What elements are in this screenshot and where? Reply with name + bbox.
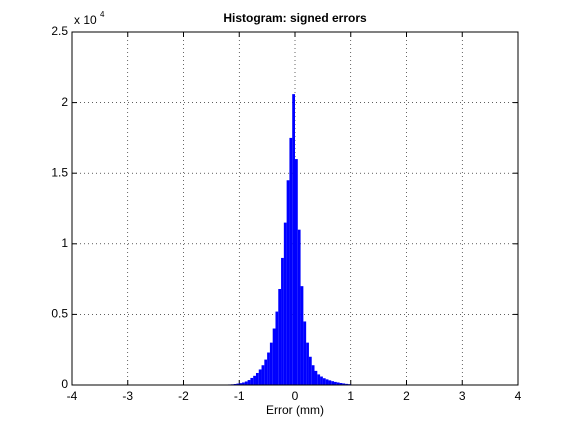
bar	[264, 359, 268, 385]
bar	[250, 377, 254, 385]
bar	[253, 375, 256, 385]
bar	[339, 383, 343, 385]
bar	[275, 311, 279, 385]
bar	[269, 342, 273, 385]
y-tick-label: 1.5	[51, 165, 68, 179]
bar	[244, 381, 248, 385]
bar	[283, 222, 287, 385]
y-tick-label: 0.5	[51, 307, 68, 321]
bar	[286, 180, 290, 385]
y-scale-exponent: 4	[100, 10, 105, 19]
bar	[314, 370, 318, 385]
bar	[236, 383, 240, 385]
bar	[303, 321, 307, 385]
bar	[247, 380, 251, 385]
x-tick-label: 2	[403, 389, 410, 403]
y-tick-label: 1	[61, 236, 68, 250]
bar	[322, 378, 326, 385]
bar	[336, 382, 340, 385]
bar	[278, 288, 282, 385]
y-scale-label: x 10	[74, 13, 97, 27]
bar	[242, 382, 245, 385]
x-tick-label: 0	[292, 389, 299, 403]
bar	[308, 356, 312, 385]
bar	[325, 379, 329, 385]
bar	[328, 380, 332, 385]
bar	[255, 372, 259, 385]
x-tick-label: -1	[234, 389, 245, 403]
x-tick-label: -3	[122, 389, 133, 403]
x-axis-label: Error (mm)	[266, 403, 324, 417]
bar	[267, 352, 270, 385]
y-tick-label: 2	[61, 95, 68, 109]
bar	[317, 374, 321, 385]
bar	[272, 328, 276, 385]
bar	[342, 383, 346, 385]
x-tick-label: -4	[67, 389, 78, 403]
y-tick-label: 0	[61, 377, 68, 391]
bar	[320, 376, 323, 385]
y-tick-label: 2.5	[51, 24, 68, 38]
bar	[311, 365, 315, 385]
bar	[331, 381, 335, 385]
bar	[300, 286, 304, 385]
bar	[239, 383, 243, 385]
bar	[292, 94, 295, 386]
bar	[258, 369, 262, 385]
x-tick-label: 1	[347, 389, 354, 403]
x-tick-label: -2	[178, 389, 189, 403]
x-tick-label: 3	[459, 389, 466, 403]
bar	[345, 383, 348, 385]
bar	[295, 159, 298, 385]
x-tick-label: 4	[515, 389, 522, 403]
bar	[289, 137, 293, 385]
bar	[306, 342, 309, 385]
bar	[297, 229, 301, 385]
bar	[261, 365, 265, 385]
bar	[281, 257, 284, 385]
bar	[334, 381, 337, 385]
chart-title: Histogram: signed errors	[223, 11, 367, 25]
axes-box	[71, 31, 519, 386]
